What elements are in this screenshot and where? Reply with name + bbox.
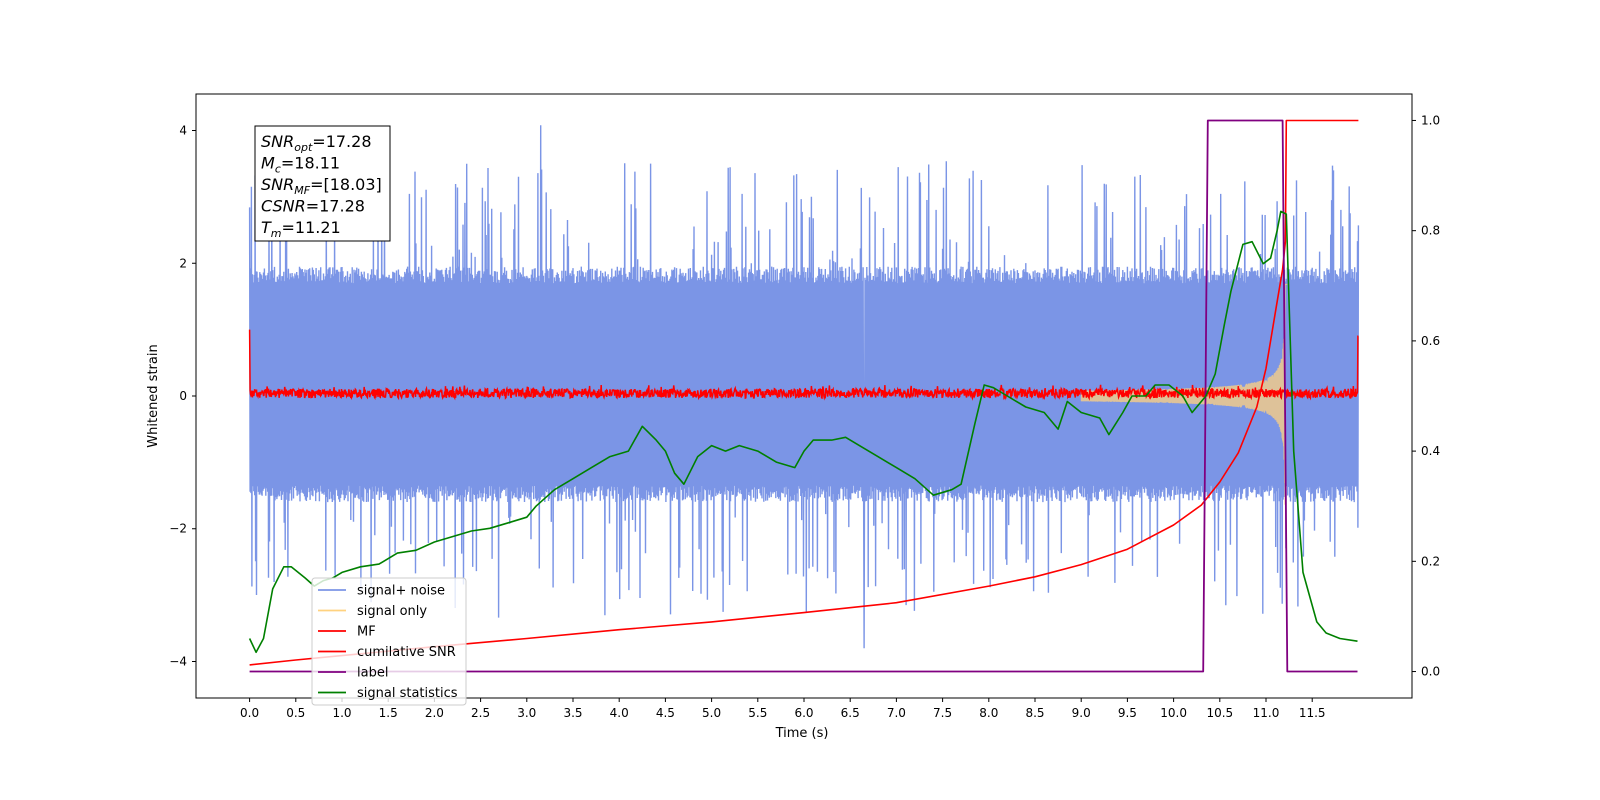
x-tick-label: 6.5 xyxy=(841,706,860,720)
x-tick-label: 1.5 xyxy=(379,706,398,720)
x-tick-label: 3.0 xyxy=(517,706,536,720)
legend-label: signal only xyxy=(357,604,427,619)
info-box-line: CSNR=17.28 xyxy=(261,197,365,216)
info-box: SNRopt=17.28Mc=18.11SNRMF=[18.03]CSNR=17… xyxy=(254,125,391,242)
legend-label: signal statistics xyxy=(357,686,458,701)
y2-tick-label: 0.6 xyxy=(1421,334,1440,348)
x-tick-label: 10.0 xyxy=(1160,706,1187,720)
x-axis-label: Time (s) xyxy=(775,726,829,741)
x-tick-label: 10.5 xyxy=(1206,706,1233,720)
x-tick-label: 8.5 xyxy=(1025,706,1044,720)
series-signal-statistics-line xyxy=(248,210,1358,654)
x-tick-label: 7.0 xyxy=(887,706,906,720)
y-tick-label: 4 xyxy=(179,124,187,138)
legend: signal+ noise signal only MF cumilative SNR… xyxy=(311,577,467,706)
legend-label: cumilative SNR xyxy=(357,645,456,660)
series-label-line xyxy=(249,119,1358,673)
legend-label: MF xyxy=(357,625,376,640)
x-tick-label: 4.5 xyxy=(656,706,675,720)
y-tick-label: −4 xyxy=(169,654,187,668)
x-tick-label: 5.0 xyxy=(702,706,721,720)
info-box-line: SNRopt=17.28 xyxy=(261,132,372,154)
legend-label: label xyxy=(357,666,388,681)
y-tick-label: 2 xyxy=(179,256,187,270)
y2-tick-label: 0.0 xyxy=(1421,665,1440,679)
x-tick-label: 8.0 xyxy=(979,706,998,720)
legend-frame xyxy=(311,577,467,706)
x-tick-label: 3.5 xyxy=(563,706,582,720)
x-tick-label: 0.5 xyxy=(286,706,305,720)
x-tick-label: 5.5 xyxy=(748,706,767,720)
x-tick-label: 2.5 xyxy=(471,706,490,720)
y-tick-label: 0 xyxy=(179,389,187,403)
axes-layer: 0.0 0.5 1.0 1.5 2.0 2.5 3.0 3.5 4.0 4.5 5.0 5.5 6.0 6… xyxy=(169,93,1440,720)
y-tick-label: −2 xyxy=(169,522,187,536)
x-tick-label: 6.0 xyxy=(794,706,813,720)
x-tick-label: 0.0 xyxy=(240,706,259,720)
series-signal-noise-line xyxy=(248,125,1360,649)
y2-tick-label: 0.8 xyxy=(1421,224,1440,238)
legend-label: signal+ noise xyxy=(357,584,445,599)
x-tick-label: 9.0 xyxy=(1072,706,1091,720)
x-tick-label: 7.5 xyxy=(933,706,952,720)
x-tick-label: 4.0 xyxy=(610,706,629,720)
y2-tick-label: 0.2 xyxy=(1421,554,1440,568)
y-axis-label: Whitened strain xyxy=(146,344,161,447)
x-tick-label: 11.5 xyxy=(1299,706,1326,720)
data-layer xyxy=(248,119,1360,673)
info-box-line: Mc=18.11 xyxy=(261,154,340,176)
x-tick-label: 2.0 xyxy=(425,706,444,720)
y2-tick-label: 1.0 xyxy=(1421,113,1440,127)
info-box-line: SNRMF=[18.03] xyxy=(261,175,382,197)
info-box-line: Tm=11.21 xyxy=(261,218,341,240)
x-tick-label: 1.0 xyxy=(332,706,351,720)
x-tick-label: 9.5 xyxy=(1118,706,1137,720)
series-mf-line xyxy=(248,329,1359,401)
x-tick-label: 11.0 xyxy=(1253,706,1280,720)
y2-tick-label: 0.4 xyxy=(1421,444,1440,458)
series-cumulative-snr-line xyxy=(249,119,1359,666)
info-box-frame xyxy=(254,125,391,242)
